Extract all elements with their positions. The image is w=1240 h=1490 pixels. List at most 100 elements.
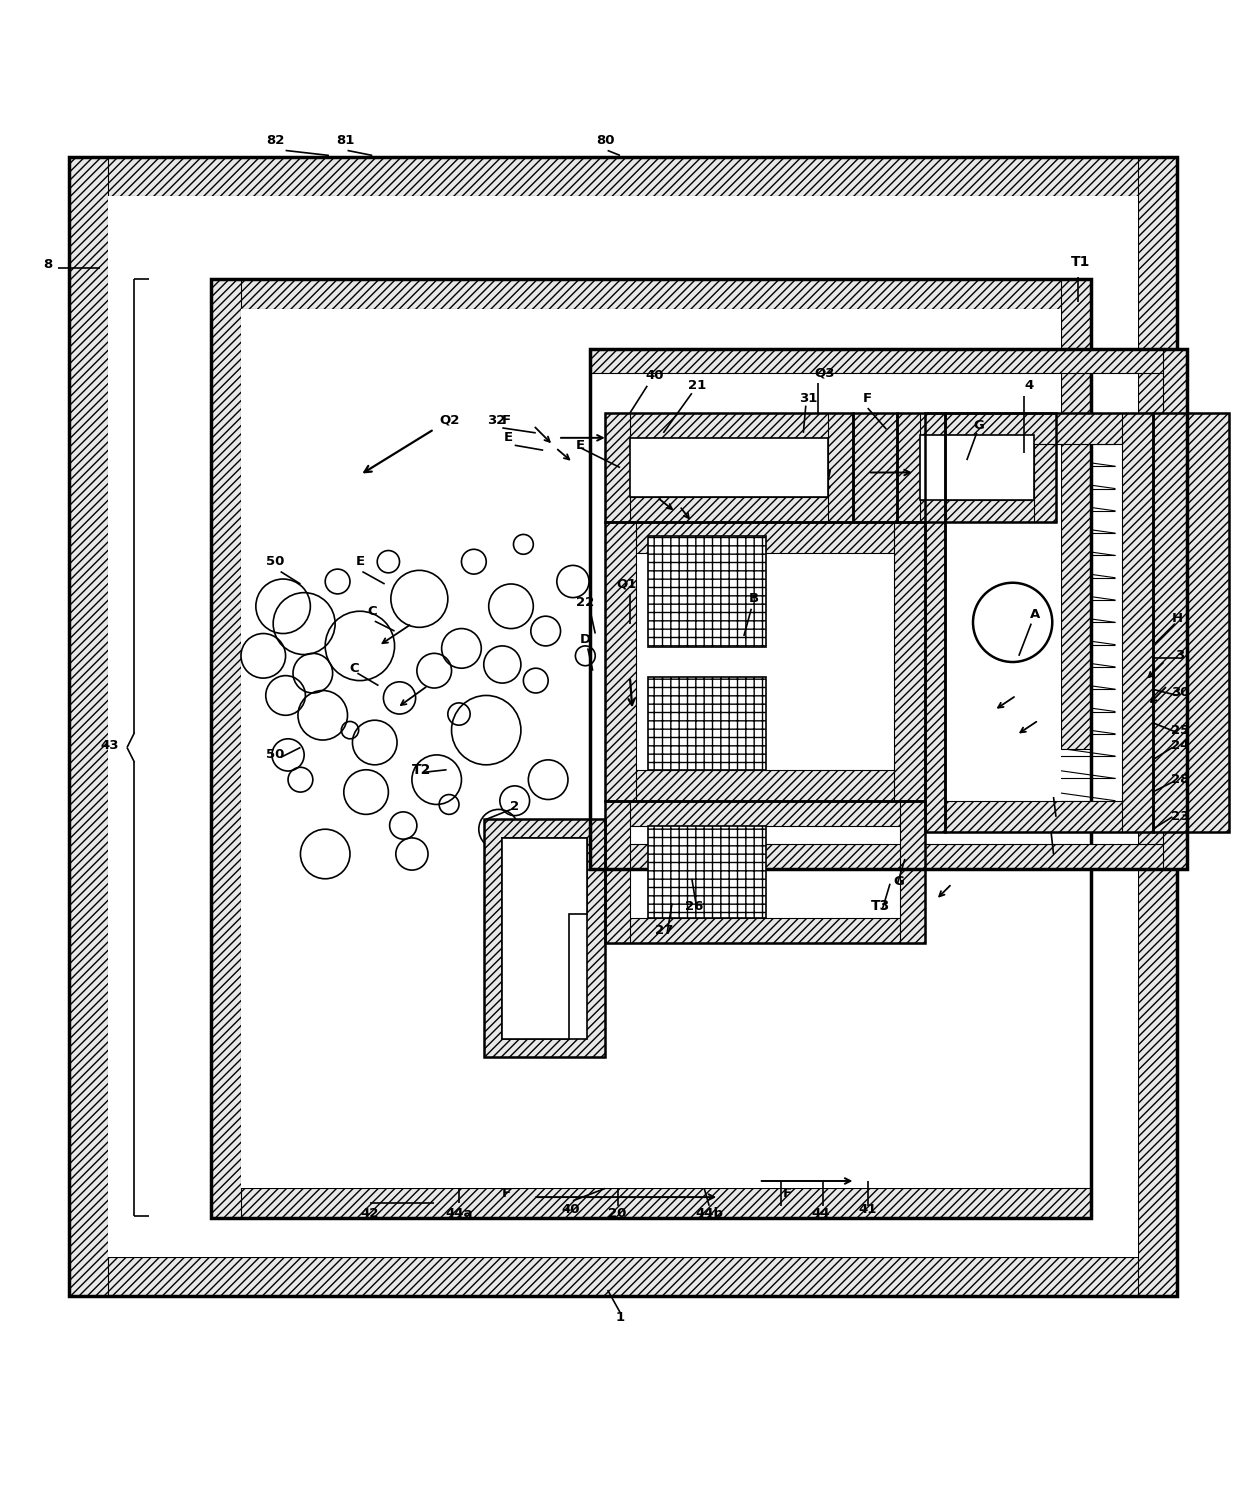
Bar — [590, 845, 1187, 869]
Text: F: F — [501, 1188, 511, 1199]
Bar — [211, 279, 241, 1219]
Text: 41: 41 — [858, 1202, 877, 1216]
Bar — [898, 499, 1056, 522]
Text: 3: 3 — [1176, 650, 1184, 663]
Text: 44b: 44b — [696, 1207, 723, 1220]
Bar — [853, 413, 898, 522]
Text: B: B — [749, 593, 759, 605]
Bar — [1153, 413, 1229, 831]
Text: H: H — [1172, 612, 1183, 626]
Bar — [898, 413, 920, 522]
Bar — [211, 279, 1091, 308]
Text: 24: 24 — [1171, 739, 1189, 751]
Bar — [211, 1189, 1091, 1219]
Text: 26: 26 — [686, 900, 703, 912]
Bar — [605, 770, 925, 800]
Text: 2: 2 — [510, 800, 520, 814]
Bar — [484, 820, 605, 1056]
Bar — [605, 498, 853, 522]
Text: G: G — [973, 419, 985, 432]
Bar — [828, 413, 853, 522]
Text: 82: 82 — [267, 134, 285, 148]
Bar — [1034, 413, 1056, 522]
Text: 32: 32 — [487, 414, 506, 428]
Text: F: F — [863, 392, 872, 405]
Bar — [605, 413, 853, 438]
Text: 4: 4 — [1024, 380, 1033, 392]
Text: T3: T3 — [870, 898, 890, 913]
Bar — [605, 413, 630, 522]
Text: 1: 1 — [615, 1311, 625, 1323]
Bar — [68, 156, 108, 1296]
Bar — [1163, 349, 1187, 869]
Text: E: E — [575, 438, 585, 451]
Bar — [605, 918, 925, 943]
Bar — [605, 800, 925, 943]
Text: 40: 40 — [646, 370, 663, 383]
Text: 40: 40 — [562, 1202, 580, 1216]
Text: G: G — [893, 875, 904, 888]
Text: Q1: Q1 — [616, 578, 636, 590]
Circle shape — [973, 583, 1053, 662]
Polygon shape — [502, 837, 587, 1039]
Bar — [630, 438, 828, 498]
Text: T2: T2 — [412, 763, 432, 776]
Bar — [945, 413, 1153, 831]
Bar — [605, 800, 630, 943]
Text: 27: 27 — [656, 924, 673, 937]
Bar — [925, 413, 945, 831]
Text: Q2: Q2 — [439, 414, 459, 428]
Text: F: F — [782, 1188, 792, 1199]
Text: A: A — [1029, 608, 1040, 621]
Bar — [605, 522, 925, 553]
Bar — [945, 800, 1153, 831]
Text: 20: 20 — [609, 1207, 626, 1220]
Bar — [241, 308, 1061, 1189]
Bar — [211, 279, 1091, 1219]
Bar — [605, 522, 925, 800]
Bar — [900, 800, 925, 943]
Bar — [894, 522, 925, 800]
Text: 25: 25 — [1171, 724, 1189, 736]
Bar — [605, 522, 636, 800]
Text: 80: 80 — [596, 134, 614, 148]
Text: C: C — [348, 662, 358, 675]
Bar — [68, 1256, 1177, 1296]
Text: 50: 50 — [267, 556, 285, 568]
Text: 81: 81 — [336, 134, 355, 148]
Bar — [853, 413, 898, 522]
Bar — [1061, 279, 1091, 748]
Bar — [1153, 413, 1229, 831]
Text: Q3: Q3 — [815, 367, 835, 380]
Text: C: C — [367, 605, 377, 618]
Bar — [649, 676, 766, 770]
Text: T1: T1 — [1071, 255, 1090, 268]
Text: 44a: 44a — [445, 1207, 472, 1220]
Text: 50: 50 — [267, 748, 285, 761]
Bar — [605, 413, 853, 522]
Bar — [590, 349, 1187, 374]
Bar — [945, 413, 1153, 444]
Text: 8: 8 — [43, 258, 52, 271]
Text: 23: 23 — [1171, 811, 1189, 824]
Text: F: F — [501, 414, 511, 428]
Bar — [898, 413, 1056, 522]
Text: 44: 44 — [811, 1207, 830, 1220]
Bar — [920, 435, 1034, 499]
Bar — [484, 820, 605, 1056]
Bar — [108, 197, 1138, 1256]
Bar — [1122, 413, 1153, 831]
Text: 42: 42 — [361, 1207, 379, 1220]
Bar — [68, 156, 1177, 1296]
Bar — [590, 349, 1187, 869]
Text: 28: 28 — [1171, 773, 1189, 787]
Bar — [925, 413, 945, 831]
Bar — [649, 825, 766, 918]
Text: 22: 22 — [577, 596, 594, 609]
Text: 31: 31 — [799, 392, 817, 405]
Text: 30: 30 — [1171, 687, 1189, 699]
Bar — [1138, 156, 1177, 1296]
Bar — [502, 837, 587, 1039]
Text: D: D — [580, 633, 591, 647]
Bar — [605, 800, 925, 825]
